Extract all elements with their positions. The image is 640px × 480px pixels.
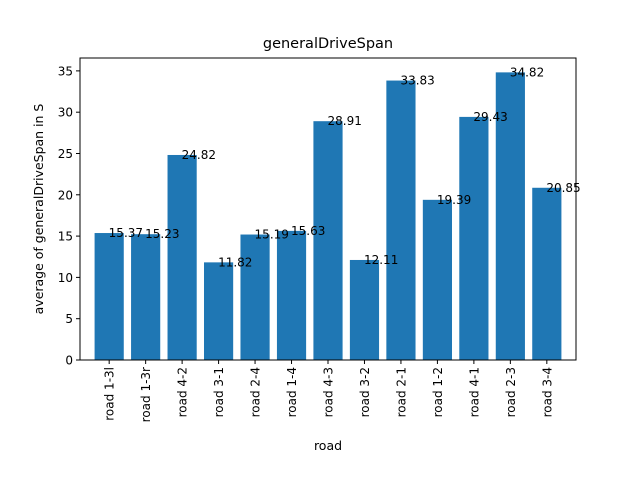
x-axis-label: road xyxy=(314,438,342,453)
bar xyxy=(532,187,562,360)
y-tick-label: 30 xyxy=(58,106,73,120)
y-axis: 0 5 10 15 20 25 30 35 xyxy=(58,64,80,368)
y-tick-label: 25 xyxy=(58,147,73,161)
bar-data-label: 15.37 xyxy=(109,226,143,240)
x-tick-label: road 2-1 xyxy=(394,367,408,417)
x-tick-label: road 4-3 xyxy=(322,367,336,417)
x-tick-label: road 1-2 xyxy=(431,367,445,417)
y-tick-label: 10 xyxy=(58,271,73,285)
bar xyxy=(240,234,270,360)
y-tick-label: 0 xyxy=(65,354,73,368)
x-tick-label: road 2-4 xyxy=(249,367,263,417)
bar-data-label: 33.83 xyxy=(400,74,434,88)
bar-data-label: 15.63 xyxy=(291,224,325,238)
bar xyxy=(204,262,234,360)
bar-data-label: 19.39 xyxy=(437,193,471,207)
bars xyxy=(94,72,562,361)
y-tick-label: 15 xyxy=(58,230,73,244)
chart-title: generalDriveSpan xyxy=(263,36,393,52)
x-tick-label: road 3-2 xyxy=(358,367,372,417)
bar xyxy=(495,72,525,361)
plot-area-frame xyxy=(79,57,577,361)
x-tick-label: road 1-3r xyxy=(139,367,153,422)
bar xyxy=(167,154,197,360)
x-tick-label: road 3-1 xyxy=(212,367,226,417)
bar xyxy=(313,121,343,360)
bar xyxy=(459,116,489,360)
bar-data-label: 15.19 xyxy=(255,228,289,242)
bar xyxy=(386,80,416,360)
y-tick-label: 20 xyxy=(58,188,73,202)
bar-data-label: 20.85 xyxy=(546,181,580,195)
x-axis: road 1-3l road 1-3r road 4-2 road 3-1 road 2… xyxy=(103,360,554,422)
x-tick-label: road 4-1 xyxy=(467,367,481,417)
bar xyxy=(349,259,380,360)
bar-data-label: 29.43 xyxy=(473,110,507,124)
y-axis-label: average of generalDriveSpan in S xyxy=(31,104,46,315)
bar xyxy=(422,199,452,360)
bar xyxy=(94,233,124,360)
bar-data-label: 15.23 xyxy=(145,227,179,241)
y-tick-label: 35 xyxy=(58,64,73,78)
bar xyxy=(276,230,307,360)
x-tick-label: road 1-3l xyxy=(103,367,117,421)
bar-data-label: 24.82 xyxy=(182,148,216,162)
x-tick-label: road 3-4 xyxy=(540,367,554,417)
bar-data-label: 11.82 xyxy=(218,255,252,269)
x-tick-label: road 4-2 xyxy=(176,367,190,417)
bar-data-label: 34.82 xyxy=(510,65,544,79)
y-tick-label: 5 xyxy=(65,312,73,326)
bar xyxy=(131,234,161,360)
bar-data-label: 28.91 xyxy=(328,114,362,128)
x-tick-label: road 1-4 xyxy=(285,367,299,417)
bar-data-label: 12.11 xyxy=(364,253,398,267)
x-tick-label: road 2-3 xyxy=(504,367,518,417)
